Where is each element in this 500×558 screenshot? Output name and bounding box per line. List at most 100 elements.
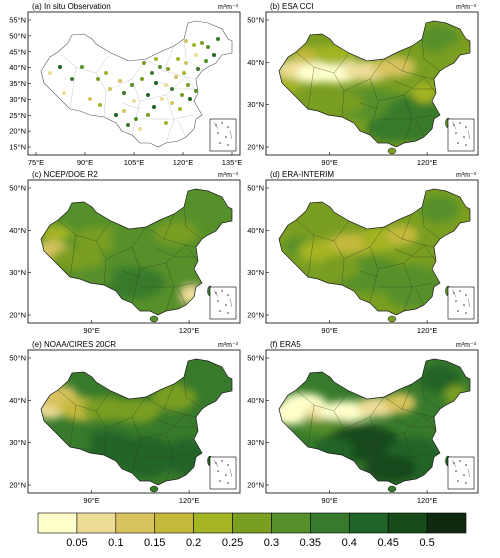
station-marker [158,65,162,69]
south-china-sea-inset [447,286,475,320]
lat-tick-label: 30°N [9,268,26,277]
colorbar-segment [271,512,311,534]
colorbar-segment [348,512,389,534]
station-marker [96,77,100,81]
station-marker [212,53,216,57]
lat-tick-label: 50°N [9,184,26,193]
station-marker [186,83,190,87]
lat-tick-label: 40°N [9,396,26,405]
station-marker [132,99,136,103]
station-marker [122,91,126,95]
colorbar-label: 0.05 [66,537,87,549]
colorbar: 0.05 0.1 0.15 0.2 0.25 0.3 0.35 0.4 0.45 0.5 [37,512,467,549]
station-marker [204,59,208,63]
map-panel-b: (b) ESA CCI m³m⁻³ 50°N 40°N 30°N 20°N 90°E 120°… [247,2,479,167]
colorbar-segment [232,512,272,534]
lat-tick-label: 50°N [247,16,264,25]
lat-tick-label: 40°N [247,58,264,67]
station-marker [206,45,210,49]
south-china-sea-inset [209,118,237,152]
station-marker [80,65,84,69]
colorbar-label: 0.5 [419,537,434,549]
station-marker [146,93,150,97]
station-marker [216,37,220,41]
lat-tick-label: 30°N [247,100,264,109]
panel-title: (a) In situ Observation [32,2,111,11]
panel-unit: m³m⁻³ [456,342,477,349]
colorbar-segment [115,512,156,534]
lat-tick-label: 50°N [247,354,264,363]
lat-tick-label: 25°N [9,111,26,120]
colorbar-label: 0.45 [377,537,398,549]
colorbar-label: 0.2 [186,537,201,549]
station-marker [170,101,174,105]
colorbar-segment [310,512,350,534]
panel-title: (c) NCEP/DOE R2 [32,170,98,179]
panel-unit: m³m⁻³ [456,4,477,11]
lon-tick-label: 120°E [417,496,438,505]
station-marker [48,71,52,75]
station-marker [62,91,66,95]
colorbar-label: 0.1 [108,537,123,549]
station-marker [166,67,170,71]
station-marker [114,113,118,117]
lat-tick-label: 20°N [247,481,264,490]
lon-tick-label: 135°E [222,158,243,167]
station-marker [138,127,142,131]
station-marker [134,117,138,121]
lon-tick-label: 90°E [321,326,337,335]
station-marker [88,97,92,101]
panel-title: (f) ERA5 [270,340,301,349]
station-marker [122,109,126,113]
lat-tick-label: 50°N [9,354,26,363]
lat-tick-label: 20°N [9,127,26,136]
station-marker [154,57,158,61]
lat-tick-label: 40°N [9,226,26,235]
lat-tick-label: 20°N [247,143,264,152]
station-marker [196,67,200,71]
station-marker [164,121,168,125]
station-marker [184,61,188,65]
colorbar-label: 0.25 [222,537,243,549]
panel-title: (d) ERA-INTERIM [270,170,334,179]
south-china-sea-inset [447,456,475,490]
lon-tick-label: 90°E [321,496,337,505]
lat-tick-label: 50°N [247,184,264,193]
colorbar-segment [37,512,78,534]
lon-tick-label: 90°E [83,496,99,505]
colorbar-label: 0.3 [264,537,279,549]
lon-tick-label: 120°E [179,496,200,505]
lat-tick-label: 30°N [247,438,264,447]
lon-tick-label: 90°E [321,158,337,167]
lat-tick-label: 15°N [9,143,26,152]
lon-tick-label: 90°E [83,326,99,335]
station-marker [164,83,168,87]
station-marker [176,57,180,61]
lat-tick-label: 40°N [247,396,264,405]
map-panel-e: (e) NOAA/CIRES 20CR m³m⁻³ 50°N 40°N 30°N 20°N… [9,340,241,505]
station-marker [184,39,188,43]
lat-tick-label: 20°N [9,481,26,490]
map-panel-f: (f) ERA5 m³m⁻³ 50°N 40°N 30°N 20°N 90°E 120°E [247,340,479,505]
lat-tick-label: 30°N [247,268,264,277]
station-marker [174,75,178,79]
lat-tick-label: 20°N [247,311,264,320]
colorbar-segment [76,512,117,534]
station-marker [188,97,192,101]
south-china-sea-inset [447,118,475,152]
lon-tick-label: 120°E [417,158,438,167]
lat-tick-label: 35°N [9,79,26,88]
colorbar-segment [193,512,233,534]
station-marker [200,41,204,45]
panel-unit: m³m⁻³ [218,342,239,349]
station-marker [182,71,186,75]
station-marker [126,123,130,127]
panel-unit: m³m⁻³ [218,4,239,11]
map-panel-c: (c) NCEP/DOE R2 m³m⁻³ 50°N 40°N 30°N 20°N 90°E… [9,170,241,335]
station-marker [170,87,174,91]
station-marker [150,71,154,75]
station-marker [118,79,122,83]
station-marker [192,43,196,47]
colorbar-label: 0.15 [144,537,165,549]
lat-tick-label: 30°N [9,438,26,447]
